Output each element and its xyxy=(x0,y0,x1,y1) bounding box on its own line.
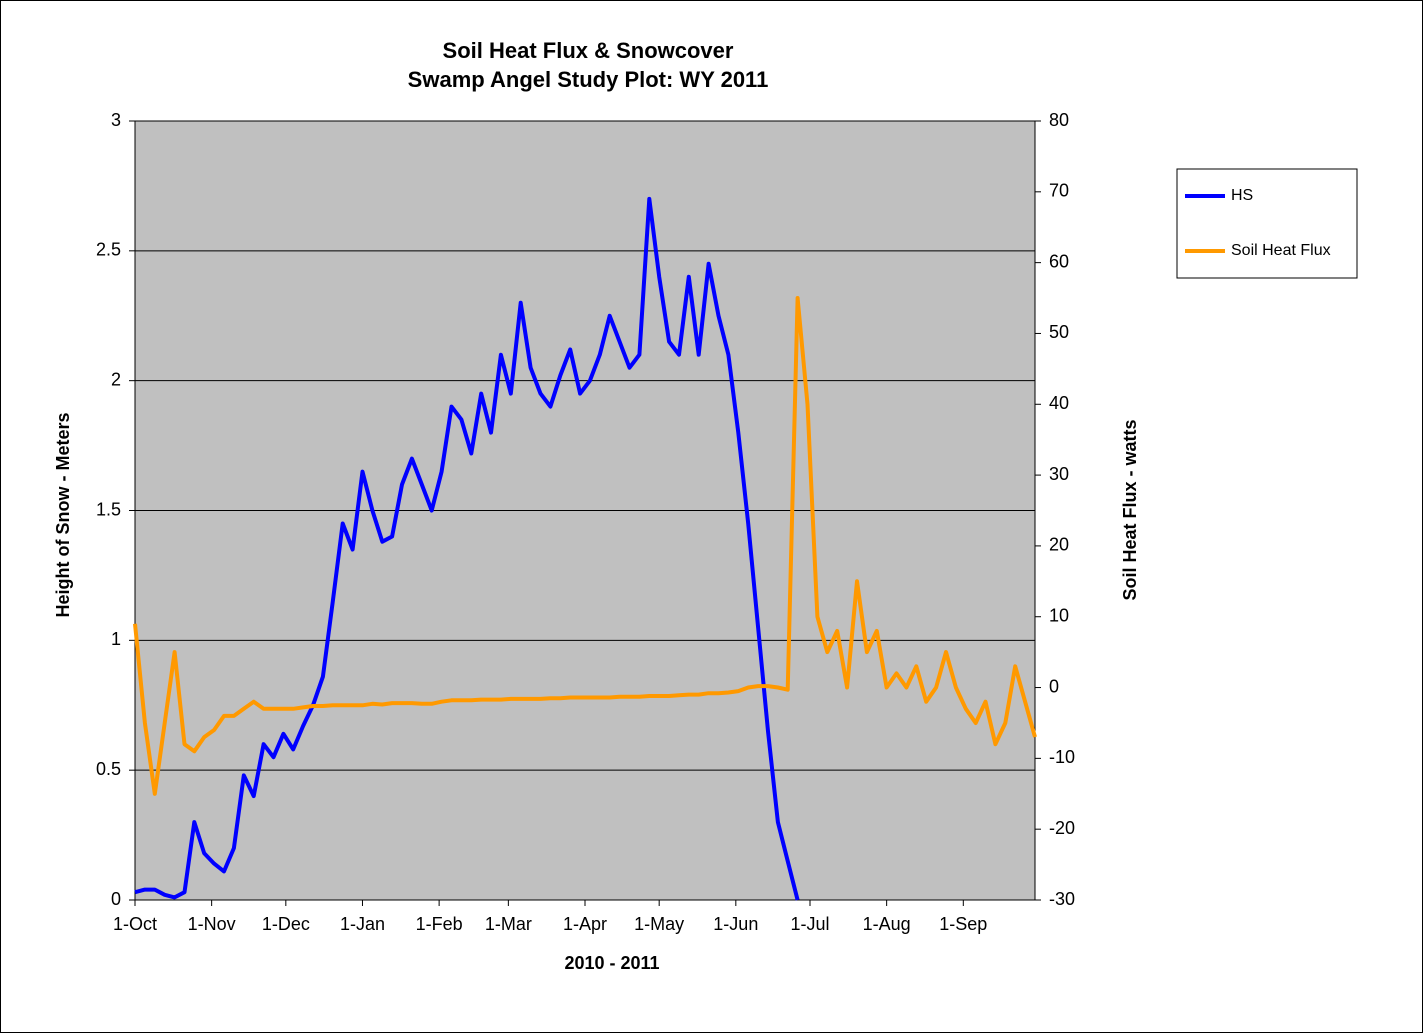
y-tick-label: 2.5 xyxy=(96,240,121,260)
y-tick-label: 1 xyxy=(111,629,121,649)
x-tick-label: 1-Jul xyxy=(790,914,829,934)
data-line xyxy=(134,196,800,901)
y2-axis-title: Soil Heat Flux - watts xyxy=(1120,419,1140,600)
x-tick-label: 1-Dec xyxy=(262,914,310,934)
y-tick-label: 0.5 xyxy=(96,759,121,779)
y-axis-title: Height of Snow - Meters xyxy=(53,412,73,617)
y-tick-label: 3 xyxy=(111,110,121,130)
x-tick-label: 1-Sep xyxy=(939,914,987,934)
y-tick-label: 2 xyxy=(111,369,121,389)
y-tick-label: 0 xyxy=(111,889,121,909)
y2-tick-label: 30 xyxy=(1049,464,1069,484)
x-tick-label: 1-Nov xyxy=(188,914,236,934)
x-tick-label: 1-Aug xyxy=(863,914,911,934)
legend-label: Soil Heat Flux xyxy=(1231,242,1331,259)
x-tick-label: 1-Mar xyxy=(485,914,532,934)
x-tick-label: 1-Feb xyxy=(416,914,463,934)
y2-tick-label: 50 xyxy=(1049,322,1069,342)
y2-tick-label: 20 xyxy=(1049,535,1069,555)
x-tick-label: 1-Oct xyxy=(113,914,157,934)
y2-tick-label: 70 xyxy=(1049,181,1069,201)
legend-label: HS xyxy=(1231,187,1253,204)
x-tick-label: 1-Apr xyxy=(563,914,607,934)
chart-subtitle: Swamp Angel Study Plot: WY 2011 xyxy=(408,67,769,92)
chart-title: Soil Heat Flux & Snowcover xyxy=(443,38,734,63)
y2-tick-label: -20 xyxy=(1049,818,1075,838)
x-tick-label: 1-May xyxy=(634,914,684,934)
plot-frame xyxy=(134,120,1036,901)
y-tick-label: 1.5 xyxy=(96,499,121,519)
data-line xyxy=(133,296,1037,796)
y2-tick-label: 80 xyxy=(1049,110,1069,130)
y2-tick-label: 60 xyxy=(1049,251,1069,271)
legend xyxy=(1176,168,1358,279)
x-tick-label: 1-Jan xyxy=(340,914,385,934)
y2-tick-label: -30 xyxy=(1049,889,1075,909)
x-axis-title: 2010 - 2011 xyxy=(564,953,659,973)
y2-tick-label: 0 xyxy=(1049,676,1059,696)
y2-tick-label: 10 xyxy=(1049,605,1069,625)
y2-tick-label: 40 xyxy=(1049,393,1069,413)
y2-tick-label: -10 xyxy=(1049,747,1075,767)
x-tick-label: 1-Jun xyxy=(713,914,758,934)
